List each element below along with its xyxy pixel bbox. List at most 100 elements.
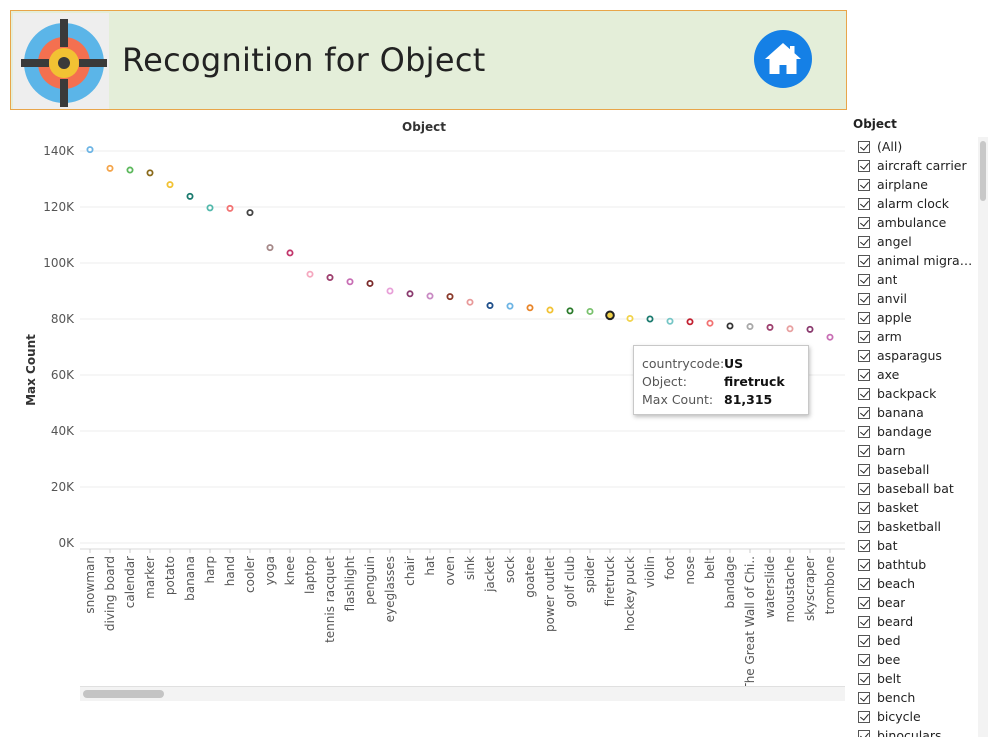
data-point[interactable] xyxy=(126,166,134,174)
filter-item[interactable]: ambulance xyxy=(858,213,976,232)
data-point[interactable] xyxy=(406,290,414,298)
filter-item[interactable]: bench xyxy=(858,688,976,707)
data-point[interactable] xyxy=(706,319,714,327)
checkbox-checked-icon[interactable] xyxy=(858,710,870,723)
data-point[interactable] xyxy=(726,322,734,330)
checkbox-checked-icon[interactable] xyxy=(858,672,870,685)
data-point[interactable] xyxy=(446,293,454,301)
data-point[interactable] xyxy=(346,278,354,286)
filter-scrollbar-thumb[interactable] xyxy=(980,141,986,201)
checkbox-checked-icon[interactable] xyxy=(858,178,870,191)
checkbox-checked-icon[interactable] xyxy=(858,349,870,362)
checkbox-checked-icon[interactable] xyxy=(858,425,870,438)
data-point[interactable] xyxy=(366,279,374,287)
checkbox-checked-icon[interactable] xyxy=(858,311,870,324)
data-point[interactable] xyxy=(806,325,814,333)
chart-horizontal-scrollbar[interactable] xyxy=(80,686,845,701)
data-point[interactable] xyxy=(766,323,774,331)
data-point[interactable] xyxy=(186,192,194,200)
filter-item[interactable]: alarm clock xyxy=(858,194,976,213)
filter-item[interactable]: banana xyxy=(858,403,976,422)
checkbox-checked-icon[interactable] xyxy=(858,539,870,552)
filter-item[interactable]: bear xyxy=(858,593,976,612)
data-point[interactable] xyxy=(605,310,615,321)
checkbox-checked-icon[interactable] xyxy=(858,634,870,647)
filter-item[interactable]: belt xyxy=(858,669,976,688)
data-point[interactable] xyxy=(426,292,434,300)
checkbox-checked-icon[interactable] xyxy=(858,558,870,571)
data-point[interactable] xyxy=(526,304,534,312)
checkbox-checked-icon[interactable] xyxy=(858,254,870,267)
filter-item[interactable]: airplane xyxy=(858,175,976,194)
scrollbar-thumb[interactable] xyxy=(83,690,164,698)
data-point[interactable] xyxy=(206,204,214,212)
checkbox-checked-icon[interactable] xyxy=(858,235,870,248)
data-point[interactable] xyxy=(486,302,494,310)
checkbox-checked-icon[interactable] xyxy=(858,691,870,704)
data-point[interactable] xyxy=(266,244,274,252)
filter-item[interactable]: baseball bat xyxy=(858,479,976,498)
checkbox-checked-icon[interactable] xyxy=(858,368,870,381)
filter-item[interactable]: animal migrat... xyxy=(858,251,976,270)
data-point[interactable] xyxy=(106,164,114,172)
filter-scrollbar[interactable] xyxy=(978,137,988,737)
checkbox-checked-icon[interactable] xyxy=(858,197,870,210)
checkbox-checked-icon[interactable] xyxy=(858,577,870,590)
filter-item[interactable]: axe xyxy=(858,365,976,384)
filter-item[interactable]: anvil xyxy=(858,289,976,308)
checkbox-checked-icon[interactable] xyxy=(858,273,870,286)
checkbox-checked-icon[interactable] xyxy=(858,482,870,495)
data-point[interactable] xyxy=(566,307,574,315)
checkbox-checked-icon[interactable] xyxy=(858,463,870,476)
data-point[interactable] xyxy=(626,314,634,322)
filter-item[interactable]: ant xyxy=(858,270,976,289)
filter-item[interactable]: barn xyxy=(858,441,976,460)
filter-item[interactable]: bat xyxy=(858,536,976,555)
checkbox-checked-icon[interactable] xyxy=(858,653,870,666)
checkbox-checked-icon[interactable] xyxy=(858,387,870,400)
checkbox-checked-icon[interactable] xyxy=(858,729,870,737)
checkbox-checked-icon[interactable] xyxy=(858,330,870,343)
filter-item[interactable]: aircraft carrier xyxy=(858,156,976,175)
filter-item[interactable]: baseball xyxy=(858,460,976,479)
data-point[interactable] xyxy=(686,318,694,326)
data-point[interactable] xyxy=(386,287,394,295)
checkbox-checked-icon[interactable] xyxy=(858,216,870,229)
data-point[interactable] xyxy=(546,306,554,314)
filter-item[interactable]: bed xyxy=(858,631,976,650)
data-point[interactable] xyxy=(666,317,674,325)
data-point[interactable] xyxy=(146,169,154,177)
data-point[interactable] xyxy=(86,146,94,154)
checkbox-checked-icon[interactable] xyxy=(858,615,870,628)
filter-item[interactable]: bee xyxy=(858,650,976,669)
data-point[interactable] xyxy=(826,333,834,341)
filter-item[interactable]: beach xyxy=(858,574,976,593)
data-point[interactable] xyxy=(226,204,234,212)
data-point[interactable] xyxy=(586,307,594,315)
data-point[interactable] xyxy=(326,274,334,282)
filter-item[interactable]: (All) xyxy=(858,137,976,156)
data-point[interactable] xyxy=(646,315,654,323)
checkbox-checked-icon[interactable] xyxy=(858,596,870,609)
checkbox-checked-icon[interactable] xyxy=(858,406,870,419)
data-point[interactable] xyxy=(306,270,314,278)
checkbox-checked-icon[interactable] xyxy=(858,501,870,514)
checkbox-checked-icon[interactable] xyxy=(858,520,870,533)
filter-item[interactable]: backpack xyxy=(858,384,976,403)
data-point[interactable] xyxy=(746,323,754,331)
data-point[interactable] xyxy=(466,298,474,306)
filter-item[interactable]: basket xyxy=(858,498,976,517)
checkbox-checked-icon[interactable] xyxy=(858,159,870,172)
filter-item[interactable]: basketball xyxy=(858,517,976,536)
data-point[interactable] xyxy=(506,302,514,310)
data-point[interactable] xyxy=(286,249,294,257)
filter-item[interactable]: asparagus xyxy=(858,346,976,365)
filter-item[interactable]: arm xyxy=(858,327,976,346)
filter-item[interactable]: bandage xyxy=(858,422,976,441)
checkbox-checked-icon[interactable] xyxy=(858,444,870,457)
data-point[interactable] xyxy=(786,325,794,333)
filter-item[interactable]: apple xyxy=(858,308,976,327)
filter-item[interactable]: binoculars xyxy=(858,726,976,737)
home-button[interactable] xyxy=(754,30,812,88)
checkbox-checked-icon[interactable] xyxy=(858,140,870,153)
